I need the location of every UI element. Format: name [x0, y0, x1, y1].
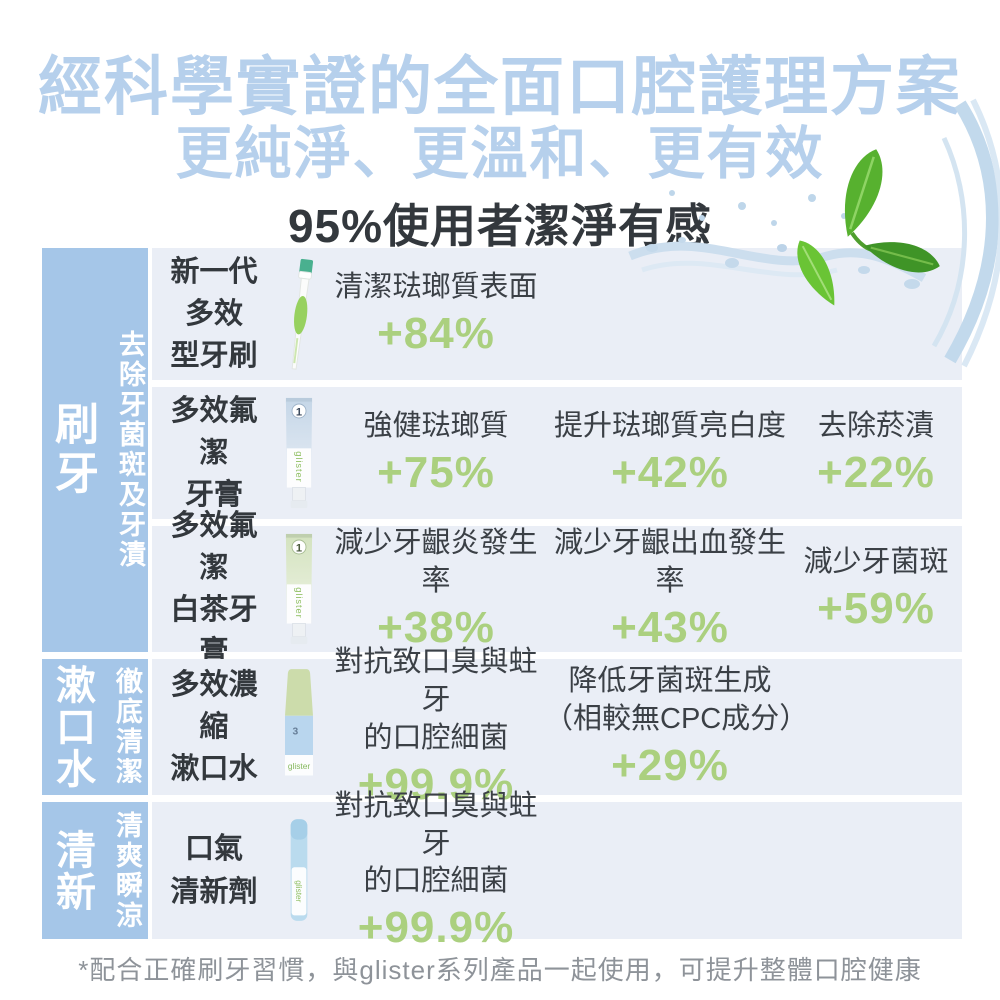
stat-remove-stains: 去除菸漬 +22% — [817, 410, 935, 497]
mouthwash-bottle-icon: 3 glister — [270, 664, 328, 790]
category-fresh-sublabel: 清爽瞬涼 — [112, 810, 142, 931]
svg-text:glister: glister — [294, 587, 304, 618]
breath-spray-icon: glister — [270, 810, 328, 932]
table-row-breath-freshener: 口氣 清新劑 glister 對抗致口臭與蛀牙 的口腔細菌 +99.9% — [152, 790, 962, 952]
page-subtitle: 更純淨、更溫和、更有效 — [175, 122, 825, 186]
stat-gum-bleeding: 減少牙齦出血發生率 +43% — [553, 527, 786, 652]
benefits-table: 刷牙 去除牙菌斑及牙漬 漱口水 徹底清潔 清新 清爽瞬涼 新一代多效 型牙刷 — [42, 248, 962, 952]
stat-enamel-clean: 清潔琺瑯質表面 +84% — [334, 271, 538, 358]
stat-plaque-formation: 降低牙菌斑生成 （相較無CPC成分） +29% — [544, 665, 809, 790]
product-name: 多效氟潔 牙膏 — [170, 394, 258, 512]
svg-text:1: 1 — [296, 407, 302, 419]
svg-text:glister: glister — [294, 451, 304, 482]
footnote: *配合正確刷牙習慣，與glister系列產品一起使用，可提升整體口腔健康 — [78, 955, 922, 985]
toothbrush-icon — [270, 254, 328, 374]
svg-text:1: 1 — [296, 543, 302, 555]
stat-whitening: 提升琺瑯質亮白度 +42% — [553, 410, 786, 497]
table-row-whitetea-toothpaste: 多效氟潔 白茶牙膏 1 glister 減少 — [152, 510, 962, 668]
page-title: 經科學實證的全面口腔護理方案 — [38, 51, 962, 123]
product-name: 多效氟潔 白茶牙膏 — [170, 509, 258, 669]
stat-odor-bacteria: 對抗致口臭與蛀牙 的口腔細菌 +99.9% — [334, 646, 538, 809]
stat-odor-bacteria: 對抗致口臭與蛀牙 的口腔細菌 +99.9% — [334, 789, 538, 953]
toothpaste-tube-icon: 1 glister — [270, 392, 328, 514]
category-mouthwash-label: 漱口水 — [50, 664, 94, 790]
category-fresh-label: 清新 — [50, 828, 94, 913]
table-row-toothpaste: 多效氟潔 牙膏 1 glister 強健琺瑯 — [152, 387, 962, 519]
svg-text:glister: glister — [288, 761, 311, 771]
category-brushing-label: 刷牙 — [48, 401, 97, 499]
svg-text:3: 3 — [292, 726, 298, 737]
category-mouthwash-sublabel: 徹底清潔 — [112, 667, 142, 787]
stat-plaque: 減少牙菌斑 +59% — [803, 546, 949, 633]
claim-headline: 95%使用者潔淨有感 — [287, 200, 713, 252]
svg-text:glister: glister — [294, 880, 304, 902]
whitetea-toothpaste-tube-icon: 1 glister — [270, 529, 328, 649]
product-name: 新一代多效 型牙刷 — [170, 255, 258, 373]
table-row-toothbrush: 新一代多效 型牙刷 清潔琺瑯質表面 +84% — [152, 248, 962, 380]
category-brushing: 刷牙 去除牙菌斑及牙漬 — [42, 248, 148, 652]
stat-gingivitis: 減少牙齦炎發生率 +38% — [334, 527, 538, 652]
category-mouthwash: 漱口水 徹底清潔 — [42, 659, 148, 795]
product-name: 多效濃縮 漱口水 — [170, 668, 258, 786]
category-fresh: 清新 清爽瞬涼 — [42, 802, 148, 939]
table-row-mouthwash: 多效濃縮 漱口水 3 glister 對抗致口臭與蛀牙 的口腔細菌 +99.9%… — [152, 646, 962, 809]
product-name: 口氣 清新劑 — [170, 833, 258, 908]
category-brushing-sublabel: 去除牙菌斑及牙漬 — [115, 330, 145, 570]
stat-strengthen-enamel: 強健琺瑯質 +75% — [363, 410, 509, 497]
